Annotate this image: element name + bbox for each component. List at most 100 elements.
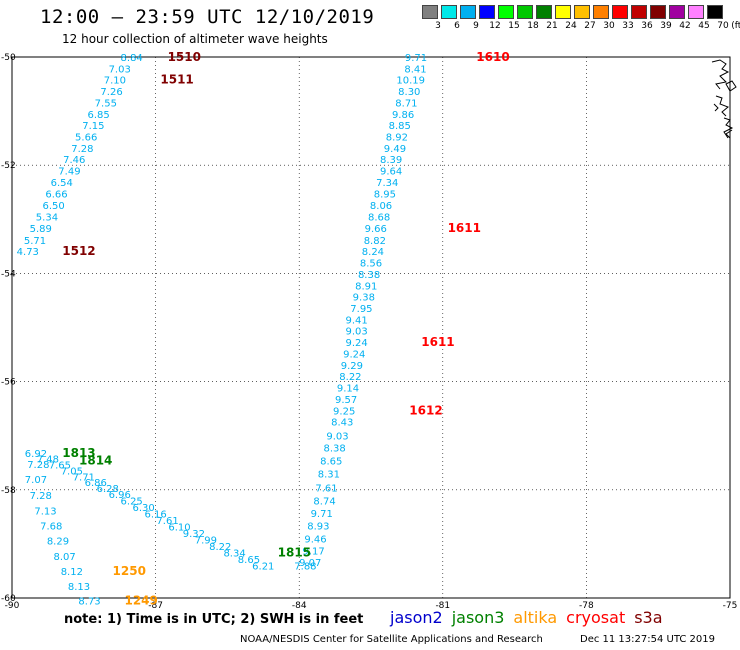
- wave-height-value: 8.07: [54, 552, 76, 563]
- wave-height-value: 8.43: [331, 418, 353, 429]
- colorbar-swatch: [669, 5, 685, 19]
- colorbar-label: 39: [660, 21, 672, 31]
- wave-height-value: 5.66: [75, 133, 97, 144]
- map-title: 12:00 – 23:59 UTC 12/10/2019: [40, 6, 375, 28]
- pass-time-label: 1250: [113, 564, 146, 578]
- wave-height-value: 6.66: [45, 189, 67, 200]
- map-grid: -90 -87 -84 -81 -78 -75 -50 -52 -54 -56 -58 -60: [1, 53, 737, 611]
- wave-height-value: 8.73: [78, 597, 100, 608]
- wave-height-value: 9.86: [392, 110, 414, 121]
- wave-height-value: 7.48: [37, 454, 59, 465]
- credit-line: NOAA/NESDIS Center for Satellite Applica…: [240, 634, 543, 645]
- wave-height-value: 6.30: [133, 503, 155, 514]
- wave-height-value: 9.25: [333, 406, 355, 417]
- wave-height-value: 9.71: [405, 53, 427, 64]
- wave-height-value: 7.34: [376, 178, 398, 189]
- y-tick-label: -50: [1, 53, 16, 63]
- pass-time-label: 1815: [278, 546, 311, 560]
- wave-height-value: 7.07: [25, 475, 47, 486]
- wave-height-value: 8.39: [380, 155, 402, 166]
- wave-height-value: 7.95: [350, 304, 372, 315]
- wave-height-value: 9.24: [346, 338, 368, 349]
- wave-height-value: 6.54: [51, 178, 73, 189]
- colorbar-label: 33: [622, 21, 634, 31]
- wave-height-value: 7.65: [49, 460, 71, 471]
- wave-height-value: 8.38: [323, 444, 345, 455]
- wave-height-value: 8.22: [209, 542, 231, 553]
- y-tick-label: -52: [1, 161, 16, 171]
- colorbar-label: 24: [565, 21, 577, 31]
- pass-time-label: 1814: [79, 454, 112, 468]
- colorbar-swatch: [460, 5, 476, 19]
- wave-height-value: 9.17: [302, 546, 324, 557]
- wave-height-value: 6.86: [85, 478, 107, 489]
- y-tick-label: -58: [1, 486, 16, 496]
- colorbar-label: 3: [435, 21, 441, 31]
- colorbar-swatch: [707, 5, 723, 19]
- pass-time-label: 1813: [62, 446, 95, 460]
- wave-height-value: 8.68: [368, 213, 390, 224]
- wave-height-value: 6.85: [88, 110, 110, 121]
- colorbar-label: 15: [508, 21, 520, 31]
- wave-height-value: 9.14: [337, 384, 359, 395]
- wave-height-value: 6.50: [43, 201, 65, 212]
- wave-height-value: 7.71: [73, 472, 95, 483]
- pass-time-label: 1612: [409, 403, 442, 417]
- wave-height-value: 7.99: [195, 536, 217, 547]
- wave-height-value: 8.31: [318, 470, 340, 481]
- colorbar-swatch: [422, 5, 438, 19]
- wave-height-value: 9.29: [341, 361, 363, 372]
- wave-height-value: 7.15: [82, 121, 104, 132]
- colorbar-label: 70: [717, 21, 729, 31]
- colorbar-label: 42: [679, 21, 691, 31]
- wave-height-value: 8.13: [68, 582, 90, 593]
- wave-height-value: 9.49: [384, 144, 406, 155]
- wave-height-value: 8.24: [362, 247, 384, 258]
- wave-height-value: 4.73: [17, 247, 39, 258]
- generated-timestamp: Dec 11 13:27:54 UTC 2019: [580, 634, 715, 645]
- wave-height-value: 9.03: [326, 432, 348, 443]
- colorbar-swatch: [574, 5, 590, 19]
- colorbar-label: 6: [454, 21, 460, 31]
- wave-height-value: 8.41: [404, 64, 426, 75]
- x-tick-label: -78: [579, 601, 594, 611]
- wave-height-value: 8.71: [395, 98, 417, 109]
- legend-item: altika: [513, 608, 558, 627]
- x-tick-label: -84: [292, 601, 307, 611]
- colorbar-swatch: [555, 5, 571, 19]
- colorbar-swatch: [441, 5, 457, 19]
- wave-height-value: 8.93: [307, 522, 329, 533]
- x-tick-label: -75: [723, 601, 738, 611]
- wave-height-value: 9.32: [183, 529, 205, 540]
- pass-time-label: 1511: [160, 73, 193, 87]
- wave-height-value: 6.16: [144, 510, 166, 521]
- legend-item: cryosat: [566, 608, 626, 627]
- wave-height-value: 7.88: [294, 562, 316, 573]
- wave-height-value: 9.07: [299, 558, 321, 569]
- wave-height-value: 7.05: [61, 466, 83, 477]
- x-tick-label: -87: [148, 601, 163, 611]
- wave-height-value: 8.12: [61, 567, 83, 578]
- wave-height-value: 8.56: [360, 259, 382, 270]
- wave-height-value: 9.03: [346, 327, 368, 338]
- wave-height-value: 5.89: [30, 224, 52, 235]
- colorbar-swatch: [498, 5, 514, 19]
- colorbar-label: 18: [527, 21, 539, 31]
- colorbar-label: 30: [603, 21, 615, 31]
- pass-time-label: 1512: [62, 244, 95, 258]
- wave-height-value: 8.82: [364, 236, 386, 247]
- wave-height-value: 6.96: [109, 490, 131, 501]
- wave-height-value: 9.46: [304, 534, 326, 545]
- colorbar-label: 45: [698, 21, 710, 31]
- colorbar-swatch: [479, 5, 495, 19]
- legend-item: jason2: [390, 608, 443, 627]
- wave-height-value: 7.49: [58, 167, 80, 178]
- wave-height-value: 7.10: [104, 76, 126, 87]
- satellite-legend: jason2 jason3 altika cryosat s3a: [390, 608, 672, 627]
- wave-height-value: 8.84: [121, 53, 143, 64]
- legend-item: s3a: [634, 608, 663, 627]
- colorbar-swatch: [631, 5, 647, 19]
- wave-height-value: 7.46: [63, 155, 85, 166]
- pass-time-label: 1611: [421, 335, 454, 349]
